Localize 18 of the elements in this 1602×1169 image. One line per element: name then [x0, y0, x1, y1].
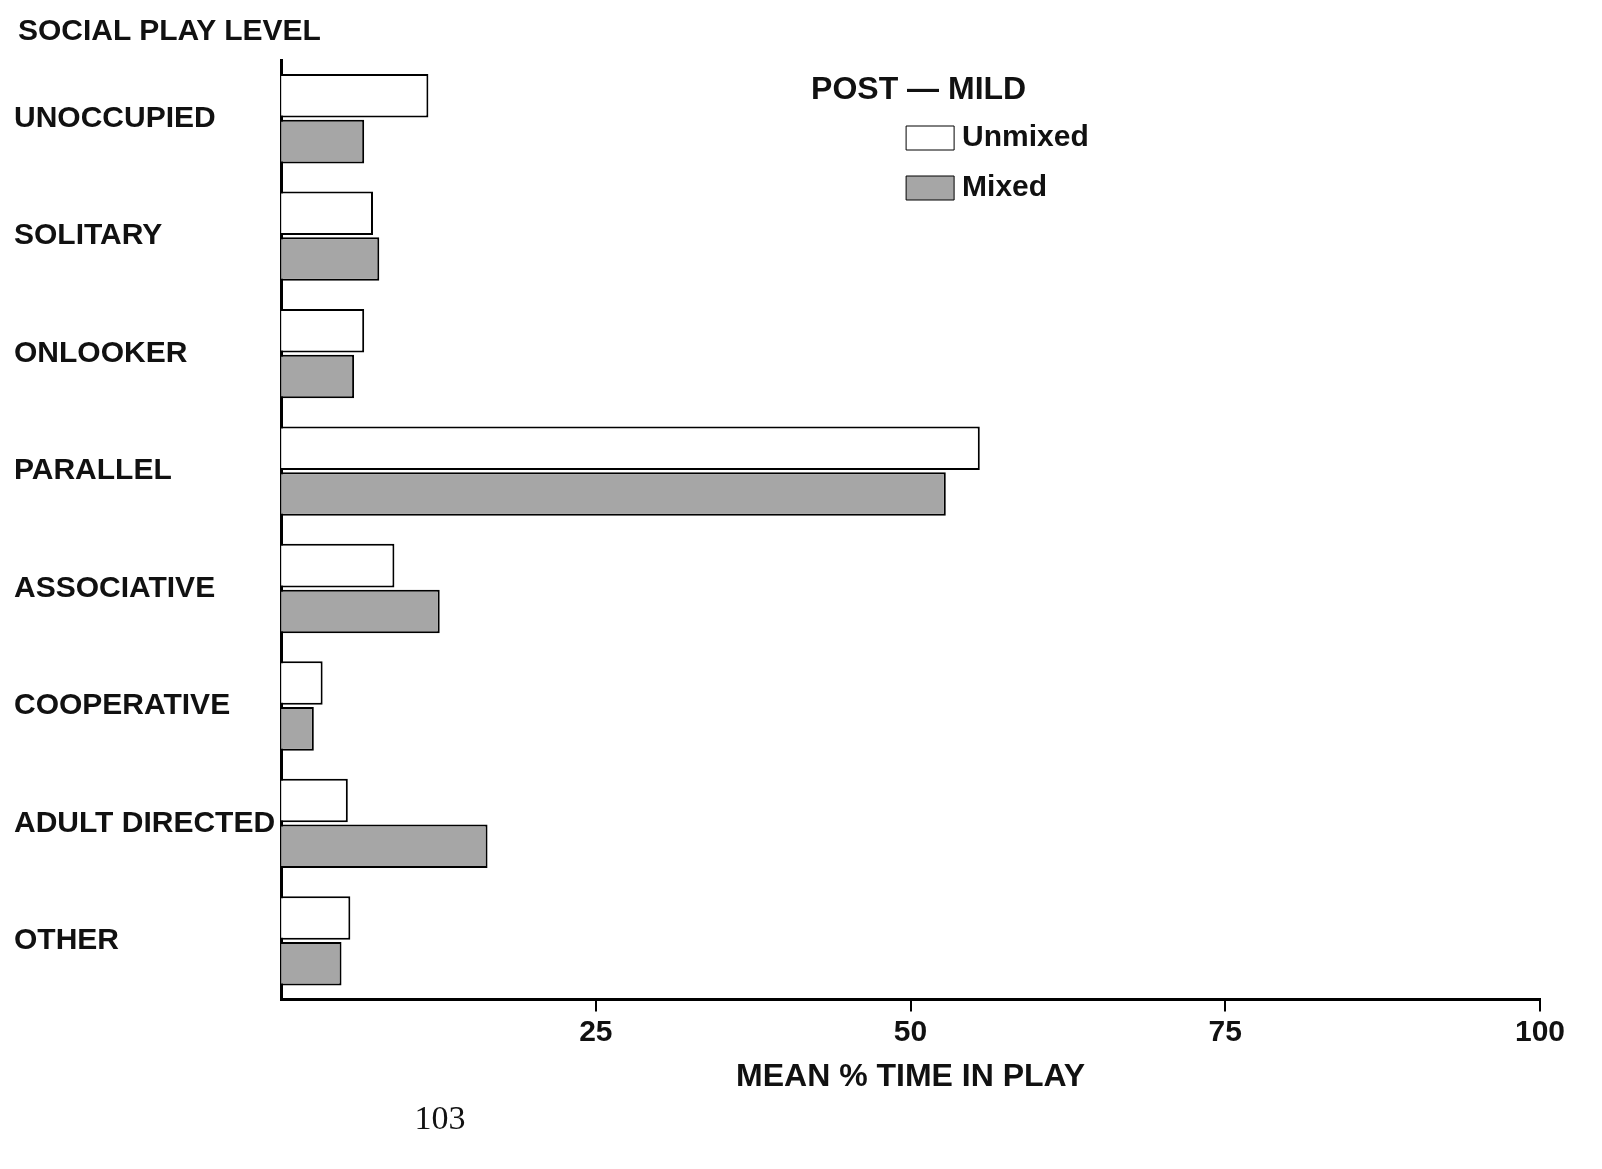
y-tick-label: PARALLEL	[14, 452, 172, 486]
y-tick-label: COOPERATIVE	[14, 687, 231, 721]
legend-label: Mixed	[962, 169, 1048, 203]
y-axis-title: SOCIAL PLAY LEVEL	[18, 13, 321, 47]
y-tick-label: UNOCCUPIED	[14, 99, 216, 133]
y-tick-label: ADULT DIRECTED	[14, 804, 276, 838]
x-axis-title: MEAN % TIME IN PLAY	[736, 1056, 1086, 1093]
legend-title: POST — MILD	[811, 69, 1027, 106]
x-tick-label: 25	[579, 1013, 613, 1047]
x-tick-label: 75	[1208, 1013, 1242, 1047]
y-tick-label: OTHER	[14, 922, 120, 956]
text: 103	[414, 1098, 466, 1136]
x-tick-label: 50	[893, 1013, 928, 1047]
x-tick-label: 100	[1514, 1013, 1566, 1047]
text: Unmixed	[962, 119, 1089, 153]
y-tick-label: SOLITARY	[14, 217, 163, 251]
y-tick-label: ONLOOKER	[14, 334, 188, 368]
y-tick-label: ASSOCIATIVE	[14, 569, 216, 603]
